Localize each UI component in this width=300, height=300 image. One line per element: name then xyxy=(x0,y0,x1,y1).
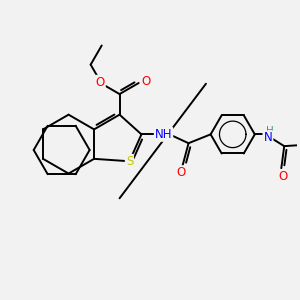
Text: N: N xyxy=(264,131,272,144)
Text: O: O xyxy=(96,76,105,89)
Text: NH: NH xyxy=(155,128,172,141)
Text: H: H xyxy=(266,126,274,136)
Text: S: S xyxy=(126,155,133,168)
Text: O: O xyxy=(177,166,186,179)
Text: O: O xyxy=(278,170,287,183)
Text: O: O xyxy=(141,75,151,88)
